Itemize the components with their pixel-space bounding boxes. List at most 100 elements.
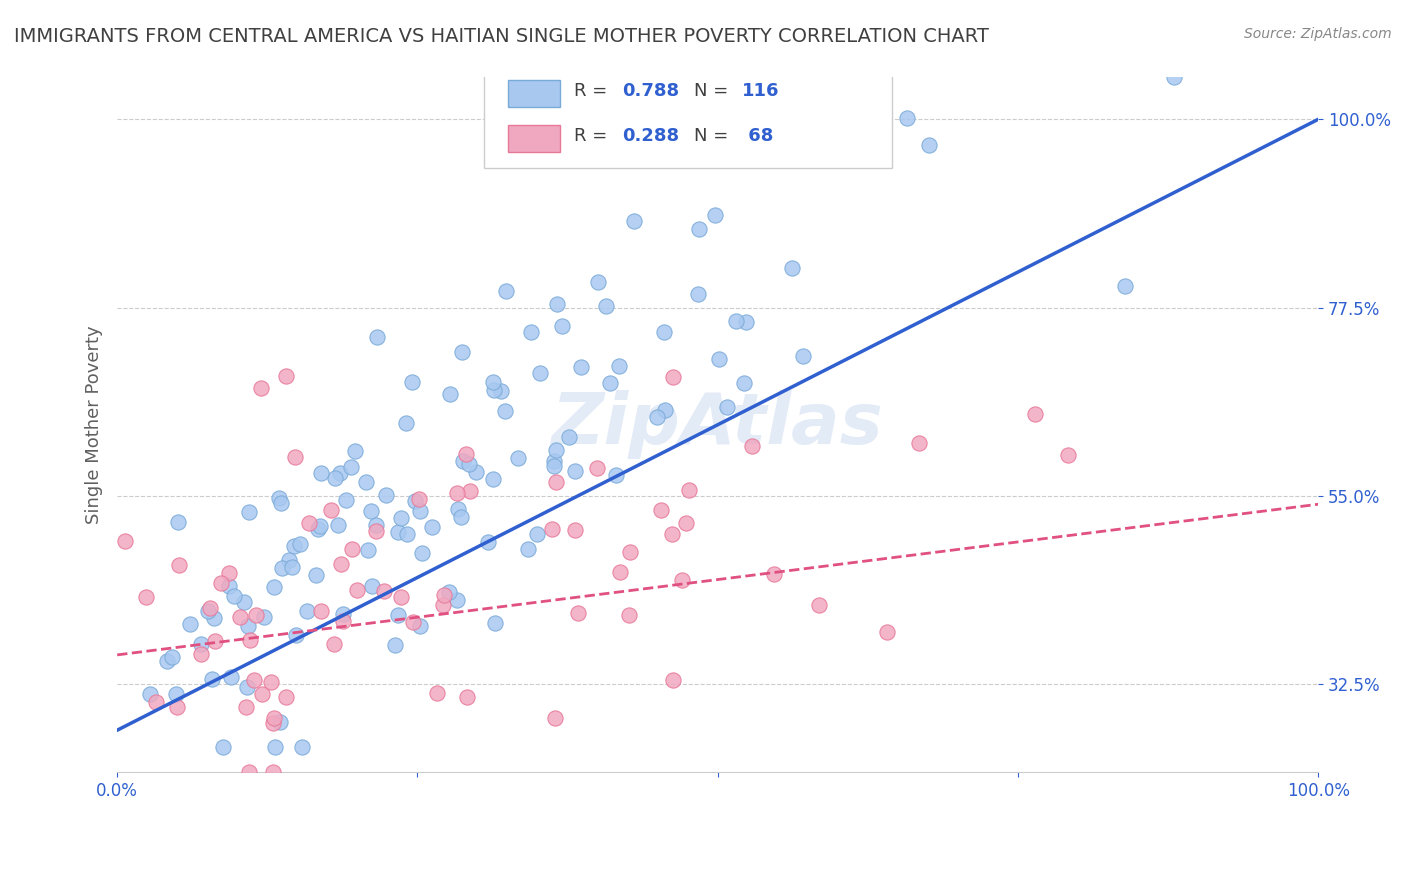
Point [235,700,257,714]
Point [218,566,240,580]
Point [384,638,406,652]
Point [446,485,468,500]
Point [569,360,592,375]
Y-axis label: Single Mother Poverty: Single Mother Poverty [86,326,103,524]
Point [332,607,354,622]
Point [271,561,294,575]
Point [516,542,538,557]
FancyBboxPatch shape [508,125,561,152]
Point [439,584,461,599]
Point [1024,407,1046,421]
Point [662,673,685,687]
Point [222,589,245,603]
Point [654,325,676,339]
Point [704,208,727,222]
Point [274,369,297,384]
Point [725,314,748,328]
Point [219,670,242,684]
Point [439,386,461,401]
Point [169,558,191,573]
Point [374,487,396,501]
Point [550,319,572,334]
Point [361,579,384,593]
Point [762,566,785,581]
Point [409,504,432,518]
Point [808,598,831,612]
Point [619,545,641,559]
Point [484,384,506,398]
Point [364,524,387,538]
Point [599,376,621,390]
Point [309,519,332,533]
Point [686,287,709,301]
Point [114,533,136,548]
Point [426,686,449,700]
Point [389,590,412,604]
Point [263,580,285,594]
Point [166,699,188,714]
Point [617,607,640,622]
Point [243,673,266,688]
Point [357,542,380,557]
Point [792,349,814,363]
Point [297,603,319,617]
Point [1114,279,1136,293]
Point [346,582,368,597]
Point [298,516,321,531]
Point [506,451,529,466]
Point [238,504,260,518]
Point [218,579,240,593]
Point [281,560,304,574]
Text: IMMIGRANTS FROM CENTRAL AMERICA VS HAITIAN SINGLE MOTHER POVERTY CORRELATION CHA: IMMIGRANTS FROM CENTRAL AMERICA VS HAITI… [14,27,988,45]
Point [477,534,499,549]
Point [343,444,366,458]
Point [489,384,512,399]
Text: 68: 68 [742,128,773,145]
Point [519,325,541,339]
Text: R =: R = [574,82,613,100]
Point [546,475,568,489]
Point [1163,70,1185,85]
Point [288,537,311,551]
Point [458,484,481,499]
Point [360,504,382,518]
Point [238,765,260,780]
Point [366,517,388,532]
FancyBboxPatch shape [484,70,891,168]
Point [654,403,676,417]
Point [401,375,423,389]
Point [262,716,284,731]
Point [238,619,260,633]
Point [145,695,167,709]
Point [543,459,565,474]
Point [356,475,378,489]
Point [609,359,631,373]
Text: 0.288: 0.288 [621,128,679,145]
Point [139,686,162,700]
Point [716,401,738,415]
Point [330,558,353,572]
Point [190,637,212,651]
Point [389,511,412,525]
Point [204,633,226,648]
Point [283,539,305,553]
Point [918,137,941,152]
Point [395,527,418,541]
Point [322,637,344,651]
Text: N =: N = [693,128,734,145]
Point [451,344,474,359]
Point [321,502,343,516]
Point [167,515,190,529]
Point [688,222,710,236]
Point [741,439,763,453]
Point [387,607,409,622]
Point [451,453,474,467]
Point [284,450,307,465]
Point [305,567,328,582]
Point [291,739,314,754]
Point [585,460,607,475]
Point [558,430,581,444]
Point [311,603,333,617]
Text: 116: 116 [742,82,779,100]
Point [896,111,918,125]
